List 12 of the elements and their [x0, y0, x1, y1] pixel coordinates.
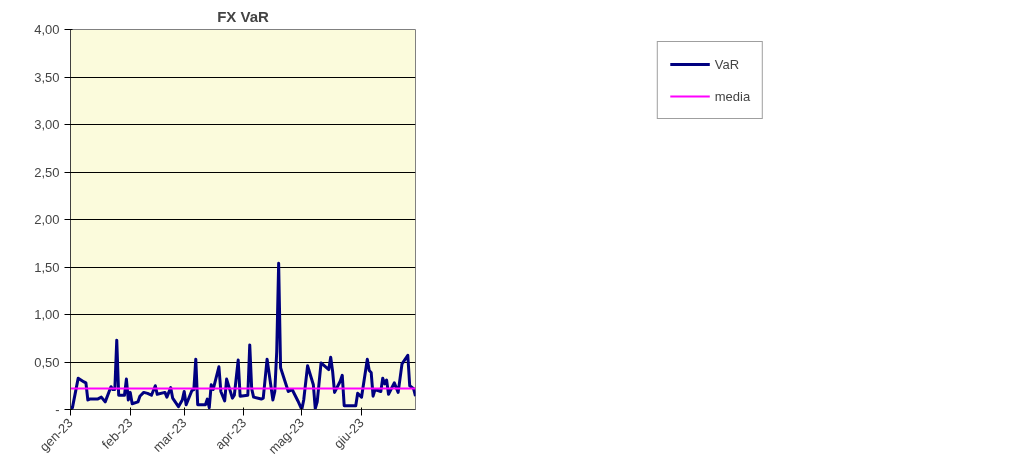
- y-tick-label: 2,00: [34, 212, 60, 227]
- y-tick-label: 4,00: [34, 22, 60, 37]
- legend-label: VaR: [714, 56, 740, 72]
- chart-title: FX VaR: [217, 7, 270, 25]
- y-tick-label: 1,50: [34, 259, 60, 275]
- y-tick-label: 2,50: [34, 164, 60, 180]
- y-tick-label: 3,00: [34, 117, 60, 132]
- y-tick-label: 1,00: [34, 307, 60, 322]
- y-tick-label: 3,50: [34, 69, 60, 85]
- y-tick-label: -: [55, 402, 60, 417]
- legend-label: media: [714, 88, 751, 104]
- y-tick-label: 0,50: [34, 354, 60, 370]
